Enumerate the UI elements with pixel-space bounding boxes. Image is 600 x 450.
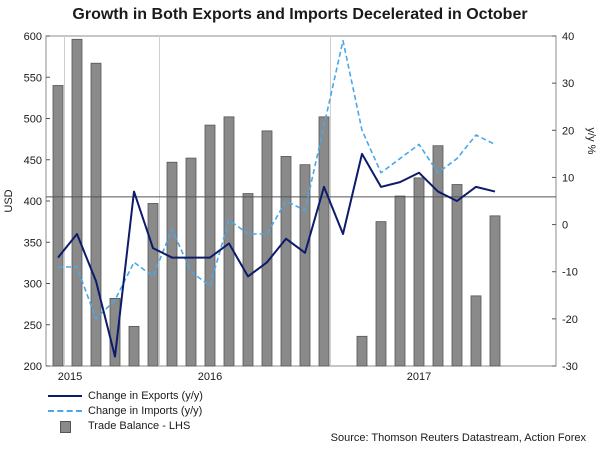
bar-trade-balance	[470, 295, 482, 367]
bar-trade-balance	[223, 116, 235, 367]
legend-key-imports	[48, 405, 82, 417]
line-imports	[58, 39, 496, 320]
right-tick-label: 30	[562, 78, 574, 90]
left-tick-label: 300	[24, 279, 42, 291]
legend-key-trade	[48, 420, 82, 433]
bar-trade-balance	[52, 85, 64, 367]
bar-trade-balance	[375, 221, 387, 367]
bar-trade-balance	[356, 335, 368, 367]
bar-trade-balance	[109, 297, 121, 367]
right-tick-label: -20	[562, 314, 578, 326]
bar-trade-balance	[451, 184, 463, 367]
right-tick-label: -30	[562, 361, 578, 373]
left-tick-label: 200	[24, 361, 42, 373]
left-tick-label: 250	[24, 320, 42, 332]
right-tick-label: 40	[562, 31, 574, 43]
bar-trade-balance	[147, 203, 159, 367]
bar-trade-balance	[394, 195, 406, 367]
bar-trade-balance	[204, 124, 216, 367]
left-tick-label: 450	[24, 155, 42, 167]
left-tick-label: 400	[24, 196, 42, 208]
bar-trade-balance	[128, 325, 140, 367]
left-tick-label: 550	[24, 72, 42, 84]
bar-trade-balance	[413, 177, 425, 367]
bar-trade-balance	[71, 38, 83, 367]
legend-item-exports: Change in Exports (y/y)	[48, 388, 203, 403]
left-tick-label: 600	[24, 31, 42, 43]
legend-label-trade: Trade Balance - LHS	[88, 419, 191, 432]
left-axis-title: USD	[3, 189, 15, 212]
chart-title: Growth in Both Exports and Imports Decel…	[72, 6, 528, 23]
bar-trade-balance	[261, 130, 273, 367]
bar-trade-balance	[318, 116, 330, 367]
legend-label-exports: Change in Exports (y/y)	[88, 389, 203, 402]
bar-trade-balance	[432, 145, 444, 367]
right-tick-label: 0	[562, 220, 568, 232]
bar-trade-balance	[166, 161, 178, 367]
source-note: Source: Thomson Reuters Datastream, Acti…	[330, 432, 586, 444]
right-tick-label: 10	[562, 172, 574, 184]
legend-item-trade: Trade Balance - LHS	[48, 418, 203, 433]
legend-label-imports: Change in Imports (y/y)	[88, 404, 203, 417]
right-axis-title: y/y %	[585, 128, 597, 155]
bar-trade-balance	[489, 215, 501, 367]
bar-trade-balance	[280, 156, 292, 367]
bar-trade-balance	[185, 157, 197, 367]
x-tick-label: 2016	[198, 371, 222, 383]
line-exports	[57, 152, 496, 358]
bar-trade-balance	[299, 164, 311, 367]
right-tick-label: 20	[562, 125, 574, 137]
x-tick-label: 2015	[58, 371, 82, 383]
legend: Change in Exports (y/y) Change in Import…	[48, 388, 203, 433]
x-tick-label: 2017	[407, 371, 431, 383]
bar-trade-balance	[242, 193, 254, 367]
left-tick-label: 500	[24, 114, 42, 126]
bar-trade-balance	[90, 62, 102, 367]
legend-item-imports: Change in Imports (y/y)	[48, 403, 203, 418]
legend-key-exports	[48, 390, 82, 402]
left-tick-label: 350	[24, 237, 42, 249]
right-tick-label: -10	[562, 267, 578, 279]
